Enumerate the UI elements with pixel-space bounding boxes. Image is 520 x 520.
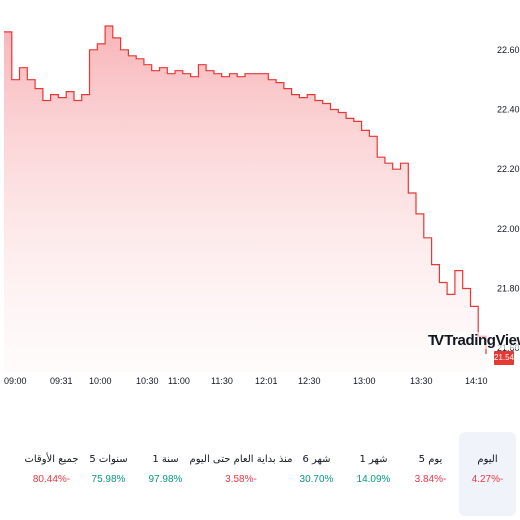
period-label: 5 سنوات bbox=[89, 454, 128, 465]
period-button-1[interactable]: 5 يوم 3.84%- bbox=[402, 432, 459, 516]
x-axis: 09:00 09:31 10:00 10:30 11:00 11:30 12:01 12:30… bbox=[4, 376, 488, 386]
x-tick-label: 11:00 bbox=[168, 376, 190, 386]
y-tick-label: 22.20 bbox=[497, 164, 520, 174]
y-tick-label: 22.60 bbox=[497, 45, 520, 55]
x-tick-label: 10:00 bbox=[89, 376, 112, 386]
price-line bbox=[4, 25, 487, 355]
period-button-5[interactable]: 1 سنة 97.98% bbox=[137, 432, 194, 516]
x-tick-label: 12:30 bbox=[298, 376, 321, 386]
price-series-line bbox=[4, 25, 487, 355]
period-change-value: 30.70% bbox=[299, 474, 334, 485]
period-label: 6 شهر bbox=[302, 454, 331, 465]
period-button-2[interactable]: 1 شهر 14.09% bbox=[345, 432, 402, 516]
y-tick-label: 21.80 bbox=[497, 284, 520, 294]
tradingview-logo-icon: TV bbox=[428, 332, 444, 349]
period-label: جميع الأوقات bbox=[24, 454, 79, 465]
period-change-value: 3.84%- bbox=[414, 474, 447, 485]
period-change-value: 14.09% bbox=[356, 474, 391, 485]
period-button-4[interactable]: منذ بداية العام حتى اليوم 3.58%- bbox=[190, 432, 293, 516]
period-label: 1 شهر bbox=[359, 454, 388, 465]
period-change-value: 80.44%- bbox=[32, 474, 71, 485]
period-button-6[interactable]: 5 سنوات 75.98% bbox=[80, 432, 137, 516]
period-label: اليوم bbox=[477, 454, 498, 465]
x-tick-label: 09:00 bbox=[4, 376, 27, 386]
x-tick-label: 13:30 bbox=[410, 376, 433, 386]
period-change-value: 4.27%- bbox=[471, 474, 504, 485]
period-change-value: 75.98% bbox=[91, 474, 126, 485]
period-button-3[interactable]: 6 شهر 30.70% bbox=[288, 432, 345, 516]
period-button-7[interactable]: جميع الأوقات 80.44%- bbox=[23, 432, 80, 516]
x-tick-label: 13:00 bbox=[353, 376, 376, 386]
period-label: 1 سنة bbox=[152, 454, 179, 465]
period-change-value: 97.98% bbox=[148, 474, 183, 485]
x-tick-label: 14:10 bbox=[465, 376, 488, 386]
x-tick-label: 09:31 bbox=[50, 376, 73, 386]
period-button-0[interactable]: اليوم 4.27%- bbox=[459, 432, 516, 516]
period-change-value: 3.58%- bbox=[225, 474, 257, 485]
area-fill bbox=[4, 26, 486, 372]
period-label: 5 يوم bbox=[418, 454, 443, 465]
period-label: منذ بداية العام حتى اليوم bbox=[189, 454, 293, 465]
x-tick-label: 12:01 bbox=[255, 376, 278, 386]
tradingview-logo-text: TradingView bbox=[444, 332, 520, 349]
x-tick-label: 11:30 bbox=[211, 376, 233, 386]
last-price-badge: 21.54 bbox=[494, 351, 514, 365]
performance-periods: اليوم 4.27%- 5 يوم 3.84%- 1 شهر 14.09% 6 شهر 30… bbox=[0, 432, 520, 516]
y-tick-label: 22.00 bbox=[497, 224, 520, 234]
y-tick-label: 22.40 bbox=[497, 105, 520, 115]
tradingview-logo[interactable]: TV TradingView bbox=[428, 332, 520, 349]
area-series bbox=[4, 26, 486, 372]
x-tick-label: 10:30 bbox=[136, 376, 159, 386]
